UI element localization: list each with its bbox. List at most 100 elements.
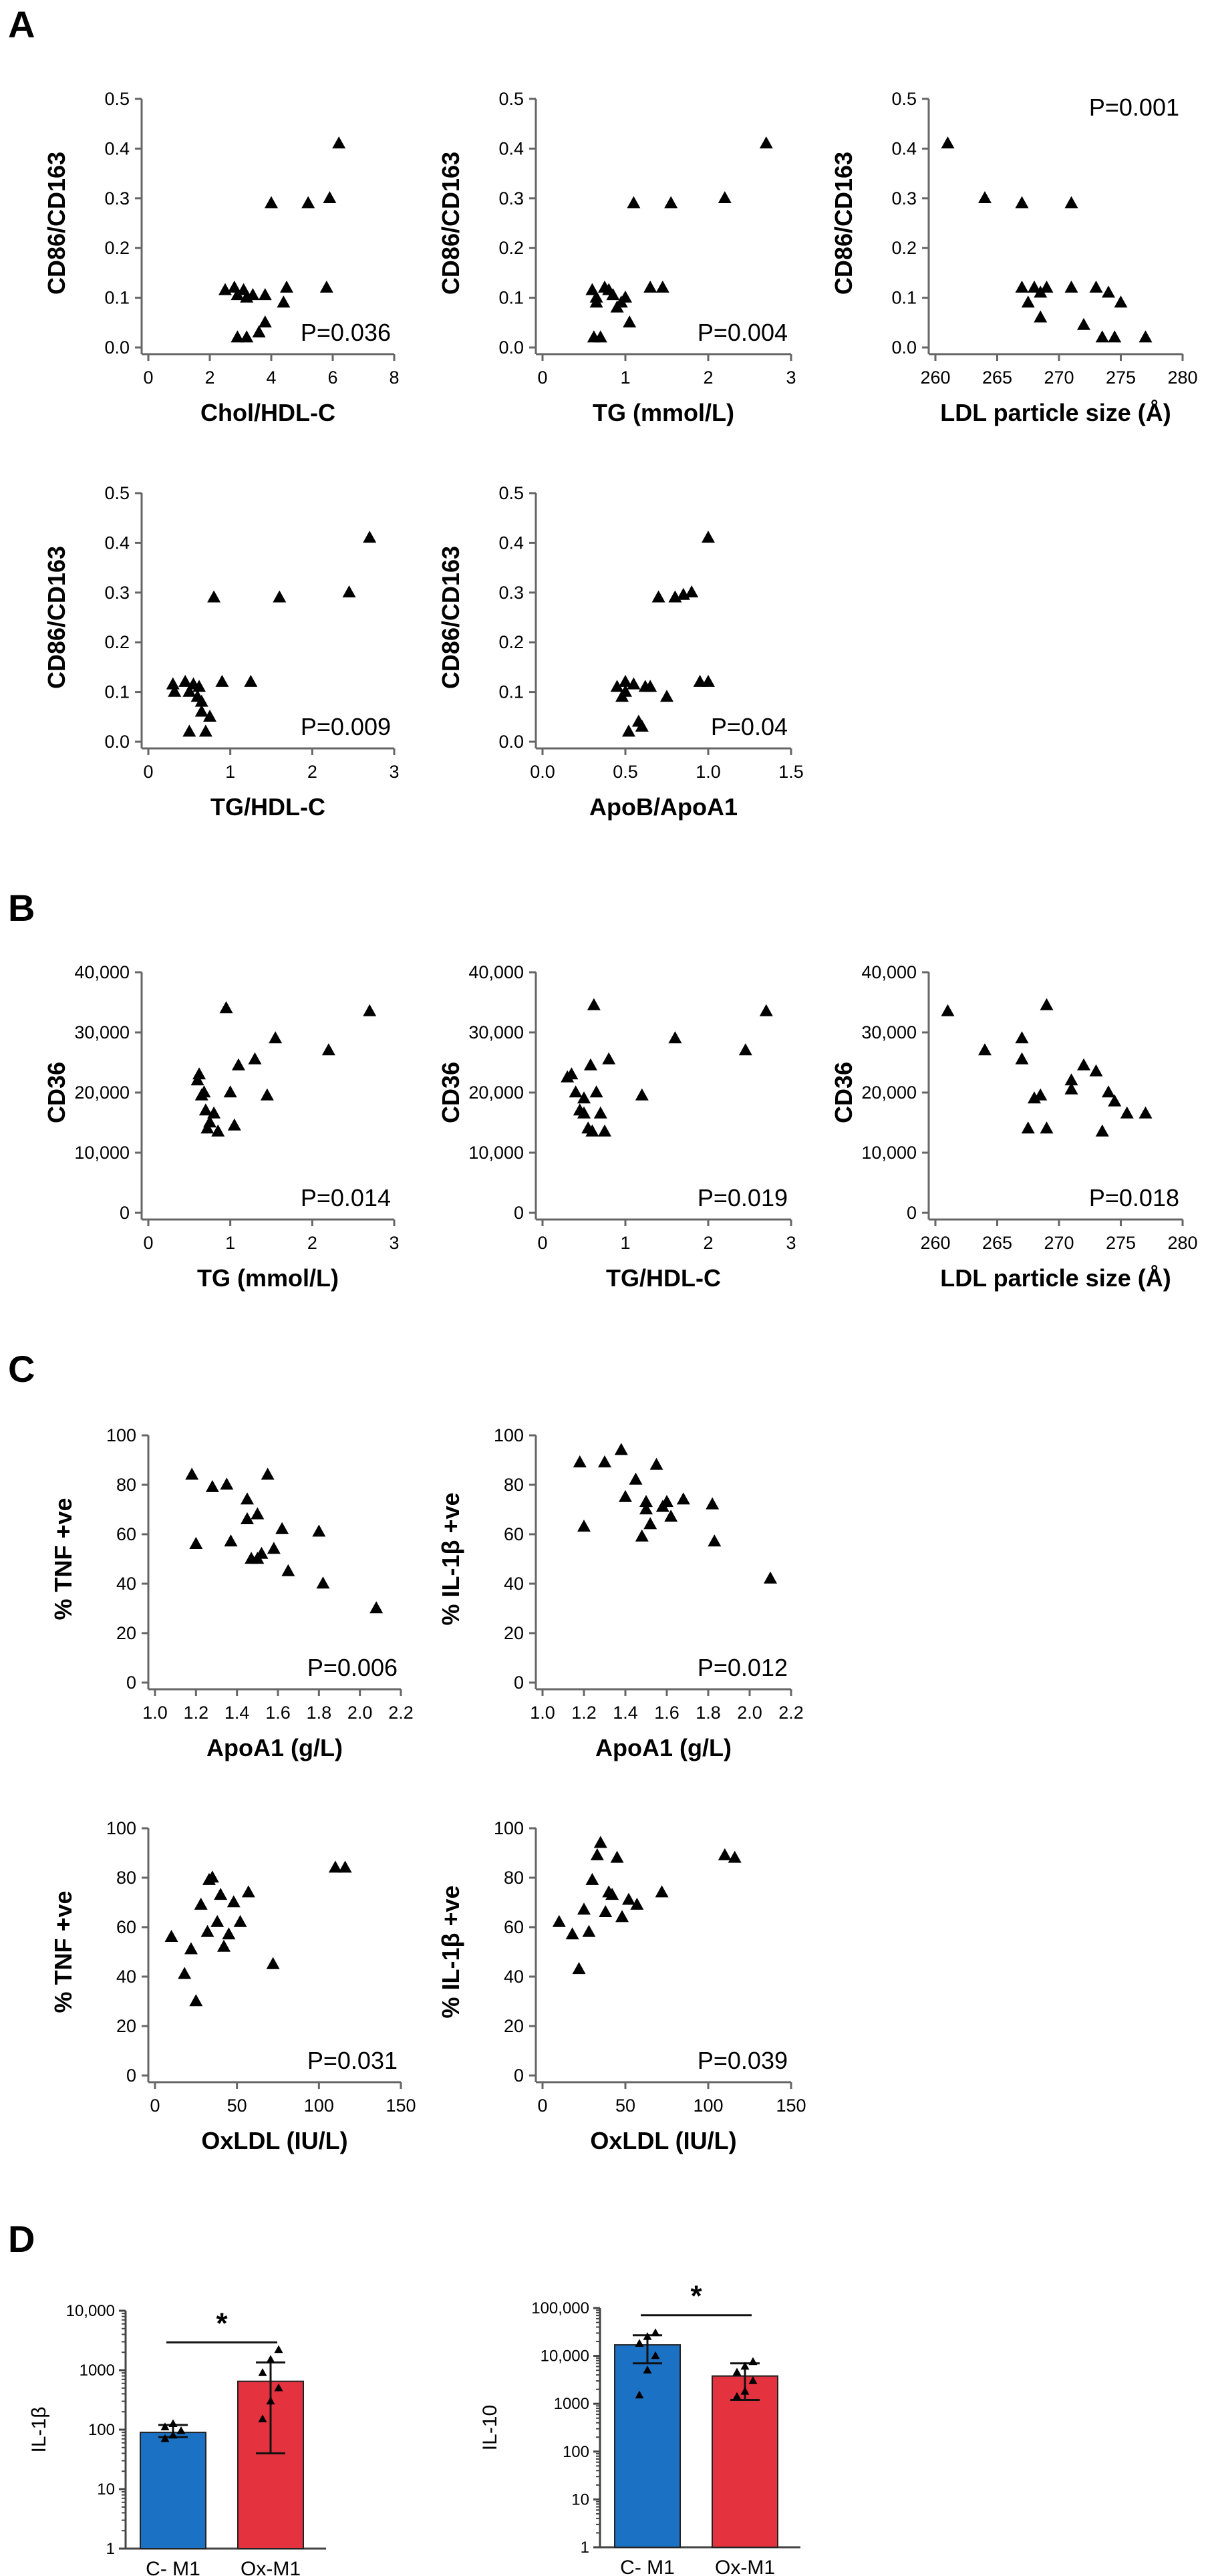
x-axis-title: Chol/HDL-C bbox=[200, 399, 335, 426]
x-tick-label: 275 bbox=[1106, 368, 1136, 388]
data-point bbox=[585, 1124, 599, 1137]
data-point bbox=[610, 680, 624, 692]
data-point bbox=[1015, 1052, 1029, 1064]
data-point bbox=[168, 684, 182, 697]
x-tick-label: 8 bbox=[389, 368, 399, 388]
y-tick-label: 10,000 bbox=[541, 2347, 589, 2366]
x-axis-title: ApoB/ApoA1 bbox=[589, 793, 738, 821]
p-value: P=0.039 bbox=[698, 2047, 788, 2074]
x-tick-label: 260 bbox=[920, 368, 950, 388]
data-point bbox=[273, 590, 287, 603]
x-tick-label: 2 bbox=[307, 1233, 317, 1253]
data-point bbox=[215, 674, 229, 687]
data-point bbox=[585, 1872, 599, 1885]
x-tick-label: 1 bbox=[620, 368, 630, 388]
data-point bbox=[552, 1914, 566, 1927]
data-point bbox=[241, 1492, 254, 1505]
chart-c3: 0 20 40 60 80 100 0 50 100 150 OxLDL (IU/L) % TNF +… bbox=[49, 1818, 416, 2154]
x-tick-label: 1.2 bbox=[184, 1703, 209, 1723]
x-tick-label: 1.0 bbox=[696, 762, 721, 782]
data-point bbox=[1064, 1073, 1078, 1086]
y-tick-label: 1 bbox=[581, 2539, 589, 2557]
data-point bbox=[168, 2430, 178, 2439]
data-point bbox=[210, 1914, 224, 1927]
y-tick-label: 100 bbox=[494, 1425, 524, 1445]
y-tick-label: 100,000 bbox=[531, 2299, 589, 2317]
data-point bbox=[1034, 285, 1048, 298]
chart-c2: 0 20 40 60 80 100 1.0 1.2 1.4 1.6 1.8 2.0 2.2 ApoA1 (… bbox=[437, 1425, 804, 1761]
data-point bbox=[565, 1927, 579, 1940]
data-point bbox=[1015, 280, 1029, 293]
x-tick-label: 150 bbox=[386, 2096, 416, 2116]
data-point bbox=[252, 325, 266, 337]
data-point bbox=[565, 1067, 579, 1080]
data-point bbox=[627, 677, 641, 690]
data-point bbox=[643, 2366, 652, 2374]
p-value: P=0.018 bbox=[1089, 1184, 1179, 1211]
data-point bbox=[207, 590, 221, 603]
y-tick-label: 1000 bbox=[554, 2395, 589, 2413]
data-point bbox=[619, 674, 632, 687]
data-point bbox=[166, 677, 180, 690]
y-tick-label: 0.5 bbox=[498, 483, 524, 503]
data-point bbox=[643, 2332, 652, 2340]
y-tick-label: 30,000 bbox=[468, 1022, 524, 1042]
x-tick-label: 100 bbox=[304, 2096, 334, 2116]
data-point bbox=[629, 1472, 643, 1485]
x-tick-label: 2 bbox=[703, 1233, 713, 1253]
x-tick-label: 4 bbox=[266, 368, 276, 388]
y-tick-label: 100 bbox=[494, 1818, 524, 1838]
data-point bbox=[1102, 1085, 1115, 1098]
data-point bbox=[602, 1052, 616, 1064]
data-point bbox=[203, 710, 216, 722]
data-point bbox=[978, 1043, 992, 1056]
data-point bbox=[1021, 1121, 1035, 1134]
data-point bbox=[651, 2328, 660, 2337]
y-tick-label: 60 bbox=[116, 1917, 136, 1937]
y-tick-label: 0 bbox=[514, 1673, 524, 1693]
data-point bbox=[577, 1106, 591, 1119]
data-point bbox=[1108, 1094, 1122, 1107]
data-point bbox=[593, 1106, 607, 1119]
data-point bbox=[274, 2345, 283, 2353]
data-point bbox=[240, 330, 254, 343]
data-point bbox=[605, 1888, 619, 1900]
data-point bbox=[178, 1967, 192, 1979]
y-tick-label: 100 bbox=[88, 2421, 115, 2439]
data-point bbox=[258, 315, 272, 327]
x-tick-label: 0.5 bbox=[613, 762, 638, 782]
x-tick-label: 280 bbox=[1167, 368, 1197, 388]
data-point bbox=[269, 1031, 283, 1044]
x-axis-title: OxLDL (IU/L) bbox=[590, 2127, 736, 2154]
data-point bbox=[266, 2396, 275, 2405]
data-point bbox=[1040, 1121, 1054, 1134]
x-tick-label: 1 bbox=[225, 1233, 235, 1253]
x-tick-label: 270 bbox=[1044, 1233, 1074, 1253]
data-point bbox=[203, 1115, 216, 1128]
data-point bbox=[941, 136, 955, 149]
y-tick-label: 40,000 bbox=[468, 962, 524, 982]
x-tick-label: 1.6 bbox=[654, 1703, 679, 1723]
y-tick-label: 0.2 bbox=[498, 238, 524, 258]
x-axis-title: OxLDL (IU/L) bbox=[201, 2127, 347, 2154]
y-tick-label: 0.2 bbox=[498, 632, 524, 652]
x-tick-label: 2.2 bbox=[778, 1703, 804, 1723]
y-tick-label: 0 bbox=[907, 1203, 917, 1223]
x-tick-label: 1.4 bbox=[613, 1703, 638, 1723]
data-point bbox=[589, 295, 603, 308]
x-tick-label: 6 bbox=[327, 368, 337, 388]
data-point bbox=[226, 1895, 241, 1908]
data-point bbox=[593, 330, 607, 343]
data-point bbox=[227, 280, 241, 293]
y-tick-label: 0.4 bbox=[104, 138, 130, 158]
y-tick-label: 80 bbox=[504, 1868, 524, 1888]
x-axis-title: TG (mmol/L) bbox=[593, 399, 734, 426]
data-point bbox=[189, 1537, 203, 1549]
data-point bbox=[638, 680, 652, 692]
data-point bbox=[266, 2355, 275, 2364]
data-point bbox=[160, 2434, 170, 2442]
x-tick-label: 1.0 bbox=[142, 1703, 168, 1723]
data-point bbox=[639, 1495, 653, 1508]
chart-c4: 0 20 40 60 80 100 0 50 100 150 OxLDL (IU/L) % IL-1β… bbox=[437, 1818, 806, 2154]
data-point bbox=[1095, 330, 1109, 343]
